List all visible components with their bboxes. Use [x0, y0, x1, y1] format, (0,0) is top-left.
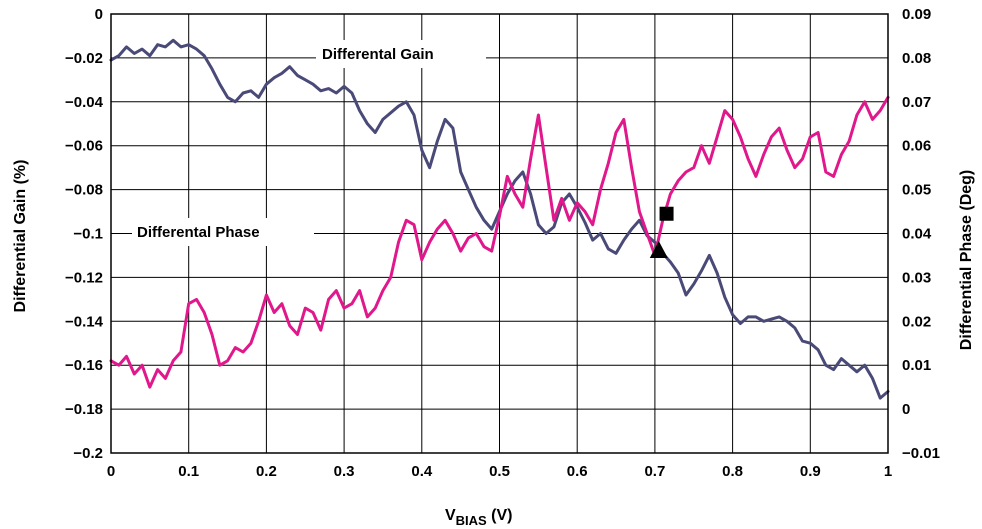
y-left-tick-label: −0.04 [65, 94, 104, 111]
y-right-tick-label: −0.01 [902, 445, 940, 462]
x-tick-label: 0.2 [256, 463, 277, 480]
y-right-axis-title: Differential Phase (Deg) [958, 170, 975, 350]
phase-marker-square [659, 206, 674, 221]
x-tick-label: 0.9 [800, 463, 821, 480]
differential-phase-line [109, 95, 890, 389]
y-right-tick-label: 0.04 [902, 226, 932, 243]
y-left-tick-label: −0.08 [65, 182, 103, 199]
y-right-tick-labels: 0.09 0.08 0.07 0.06 0.05 0.04 0.03 0.02 0.01 0 −0.… [902, 6, 940, 462]
y-left-tick-label: −0.2 [73, 445, 103, 462]
x-tick-label: 0.3 [334, 463, 355, 480]
y-right-tick-label: 0.02 [902, 313, 931, 330]
y-left-axis-title: Differential Gain (%) [12, 160, 29, 313]
y-left-tick-label: −0.06 [65, 138, 103, 155]
y-right-tick-label: 0.08 [902, 50, 931, 67]
plot-frame [110, 13, 889, 454]
series-layer [109, 38, 890, 400]
y-left-tick-label: 0 [95, 6, 103, 23]
x-tick-label: 0.6 [567, 463, 588, 480]
x-tick-label: 0.7 [644, 463, 665, 480]
x-tick-labels: 0 0.1 0.2 0.3 0.4 0.5 0.6 0.7 0.8 0.9 1 [107, 463, 892, 480]
x-tick-label: 0.1 [178, 463, 199, 480]
y-left-tick-label: −0.12 [65, 269, 103, 286]
y-left-tick-label: −0.02 [65, 50, 103, 67]
x-tick-label: 0.8 [722, 463, 743, 480]
y-right-tick-label: 0 [902, 401, 910, 418]
y-right-tick-label: 0.07 [902, 94, 931, 111]
x-axis-title-sub: BIAS [456, 513, 487, 528]
y-right-tick-label: 0.03 [902, 269, 931, 286]
y-left-tick-label: −0.18 [65, 401, 103, 418]
phase-annotation-bg [132, 218, 314, 246]
x-tick-label: 0.5 [489, 463, 510, 480]
y-right-tick-label: 0.06 [902, 138, 931, 155]
x-axis-title: VBIAS (V) [445, 507, 513, 528]
y-right-tick-label: 0.05 [902, 182, 931, 199]
grid-lines [111, 14, 888, 453]
phase-annotation: Differental Phase [137, 224, 260, 241]
gain-annotation-bg [316, 40, 486, 68]
y-right-tick-label: 0.01 [902, 357, 931, 374]
x-axis-title-unit: (V) [487, 507, 513, 524]
x-axis-title-main: V [445, 507, 456, 524]
gain-annotation: Differental Gain [322, 46, 434, 63]
marker-layer [649, 206, 674, 258]
y-left-tick-label: −0.16 [65, 357, 103, 374]
y-left-tick-label: −0.1 [73, 226, 103, 243]
y-left-tick-label: −0.14 [65, 313, 104, 330]
y-left-tick-labels: 0 −0.02 −0.04 −0.06 −0.08 −0.1 −0.12 −0.14 −0.16… [65, 6, 104, 462]
y-right-tick-label: 0.09 [902, 6, 931, 23]
x-tick-label: 0 [107, 463, 115, 480]
x-tick-label: 0.4 [411, 463, 433, 480]
gain-marker-triangle [649, 240, 668, 258]
x-tick-label: 1 [884, 463, 892, 480]
